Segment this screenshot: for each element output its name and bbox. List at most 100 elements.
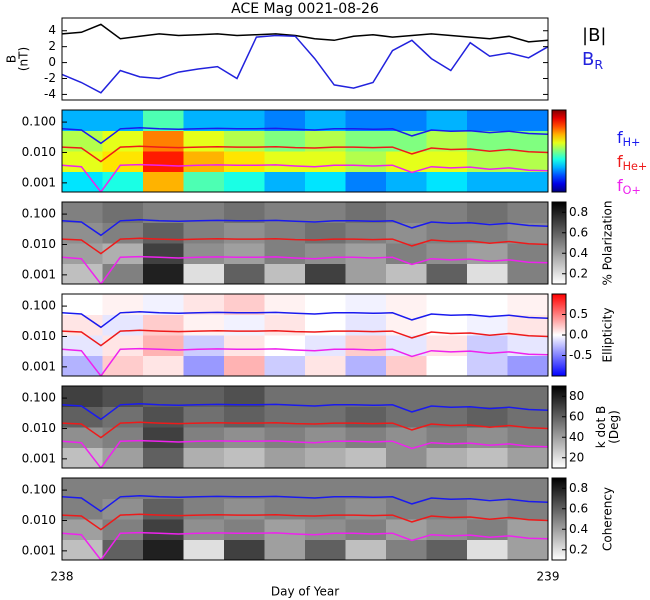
heatmap-cell bbox=[183, 355, 225, 377]
series-line bbox=[62, 237, 548, 255]
heatmap-cell bbox=[426, 202, 468, 223]
heatmap-cell bbox=[143, 110, 184, 131]
heatmap-cell bbox=[183, 335, 225, 356]
heatmap-cell bbox=[102, 335, 144, 356]
legend-entry: |B| bbox=[582, 25, 606, 46]
heatmap-cell bbox=[102, 110, 144, 131]
legend-name: f bbox=[617, 128, 623, 147]
series-line bbox=[62, 23, 548, 43]
heatmap-cell bbox=[467, 263, 508, 285]
heatmap-cell bbox=[143, 355, 184, 377]
heatmap-cell bbox=[386, 539, 427, 561]
legend-name: f bbox=[617, 176, 623, 195]
y-tick-label: 0.010 bbox=[22, 145, 56, 159]
heatmap-cell bbox=[507, 243, 549, 264]
heatmap-cell bbox=[143, 498, 184, 520]
heatmap-cell bbox=[305, 539, 346, 561]
heatmap-cell bbox=[224, 406, 265, 428]
heatmap-cell bbox=[305, 110, 346, 131]
heatmap-cell bbox=[143, 151, 184, 172]
colorbar-tick-label: 80 bbox=[569, 389, 584, 403]
heatmap-cell bbox=[264, 335, 306, 356]
heatmap-cell bbox=[386, 243, 427, 264]
series-line bbox=[62, 219, 548, 237]
heatmap-cell bbox=[305, 406, 346, 428]
series-line bbox=[62, 145, 548, 163]
heatmap-cell bbox=[426, 314, 468, 336]
series-line bbox=[62, 513, 548, 531]
legend-name: f bbox=[617, 152, 623, 171]
heatmap-cell bbox=[102, 243, 144, 264]
colorbar-tick-label: 0.8 bbox=[569, 205, 588, 219]
heatmap-cell bbox=[507, 130, 549, 152]
y-tick-label: -2 bbox=[44, 71, 56, 85]
series-line bbox=[62, 163, 548, 192]
heatmap-cell bbox=[264, 519, 306, 540]
heatmap-cell bbox=[224, 519, 265, 540]
heatmap-cell bbox=[264, 110, 306, 131]
heatmap-cell bbox=[345, 130, 387, 152]
y-tick-label: 0.100 bbox=[22, 391, 56, 405]
heatmap-cell bbox=[305, 478, 346, 499]
heatmap-cell bbox=[426, 406, 468, 428]
colorbar-tick-label: 40 bbox=[569, 430, 584, 444]
series-line bbox=[62, 127, 548, 145]
series-line bbox=[62, 421, 548, 439]
heatmap-cell bbox=[386, 294, 427, 315]
plot-frame bbox=[61, 385, 549, 469]
heatmap-cell bbox=[426, 110, 468, 131]
heatmap-cell bbox=[143, 335, 184, 356]
colorbar-tick-label: 0.2 bbox=[569, 266, 588, 280]
series-line bbox=[62, 439, 548, 468]
heatmap-cell bbox=[102, 314, 144, 336]
heatmap-cell bbox=[386, 406, 427, 428]
heatmap-cell bbox=[264, 202, 306, 223]
heatmap-cell bbox=[102, 478, 144, 499]
heatmap-cell bbox=[467, 130, 508, 152]
heatmap-cell bbox=[345, 314, 387, 336]
heatmap-cell bbox=[143, 171, 184, 193]
heatmap-cell bbox=[183, 478, 225, 499]
heatmap-cell bbox=[386, 314, 427, 336]
heatmap-cell bbox=[143, 519, 184, 540]
heatmap-cell bbox=[224, 171, 265, 193]
heatmap-cell bbox=[507, 478, 549, 499]
heatmap-cell bbox=[143, 202, 184, 223]
heatmap-cell bbox=[183, 222, 225, 244]
heatmap-cell bbox=[224, 222, 265, 244]
heatmap-cell bbox=[426, 498, 468, 520]
heatmap-cell bbox=[224, 151, 265, 172]
heatmap-cell bbox=[467, 478, 508, 499]
heatmap-cell bbox=[102, 130, 144, 152]
heatmap-cell bbox=[102, 202, 144, 223]
heatmap-cell bbox=[183, 263, 225, 285]
plot-frame bbox=[61, 109, 549, 193]
heatmap-cell bbox=[224, 447, 265, 469]
heatmap-cell bbox=[467, 110, 508, 131]
plot-frame bbox=[61, 201, 549, 285]
heatmap-cell bbox=[224, 294, 265, 315]
heatmap-cell bbox=[386, 202, 427, 223]
y-tick-label: 2 bbox=[48, 39, 56, 53]
heatmap-cell bbox=[264, 447, 306, 469]
heatmap-cell bbox=[507, 110, 549, 131]
heatmap-cell bbox=[62, 314, 103, 336]
series-line bbox=[62, 329, 548, 347]
heatmap-cell bbox=[386, 519, 427, 540]
heatmap-cell bbox=[507, 447, 549, 469]
heatmap-cell bbox=[386, 386, 427, 407]
heatmap-cell bbox=[426, 335, 468, 356]
heatmap-cell bbox=[507, 335, 549, 356]
heatmap-cell bbox=[345, 386, 387, 407]
heatmap-cell bbox=[345, 406, 387, 428]
heatmap-cell bbox=[183, 447, 225, 469]
heatmap-cell bbox=[305, 314, 346, 336]
heatmap-cell bbox=[507, 151, 549, 172]
heatmap-cell bbox=[305, 243, 346, 264]
heatmap-cell bbox=[305, 386, 346, 407]
y-tick-label: 0.010 bbox=[22, 329, 56, 343]
series-line bbox=[62, 347, 548, 376]
heatmap-cell bbox=[224, 539, 265, 561]
heatmap-cell bbox=[264, 294, 306, 315]
heatmap-cell bbox=[183, 519, 225, 540]
